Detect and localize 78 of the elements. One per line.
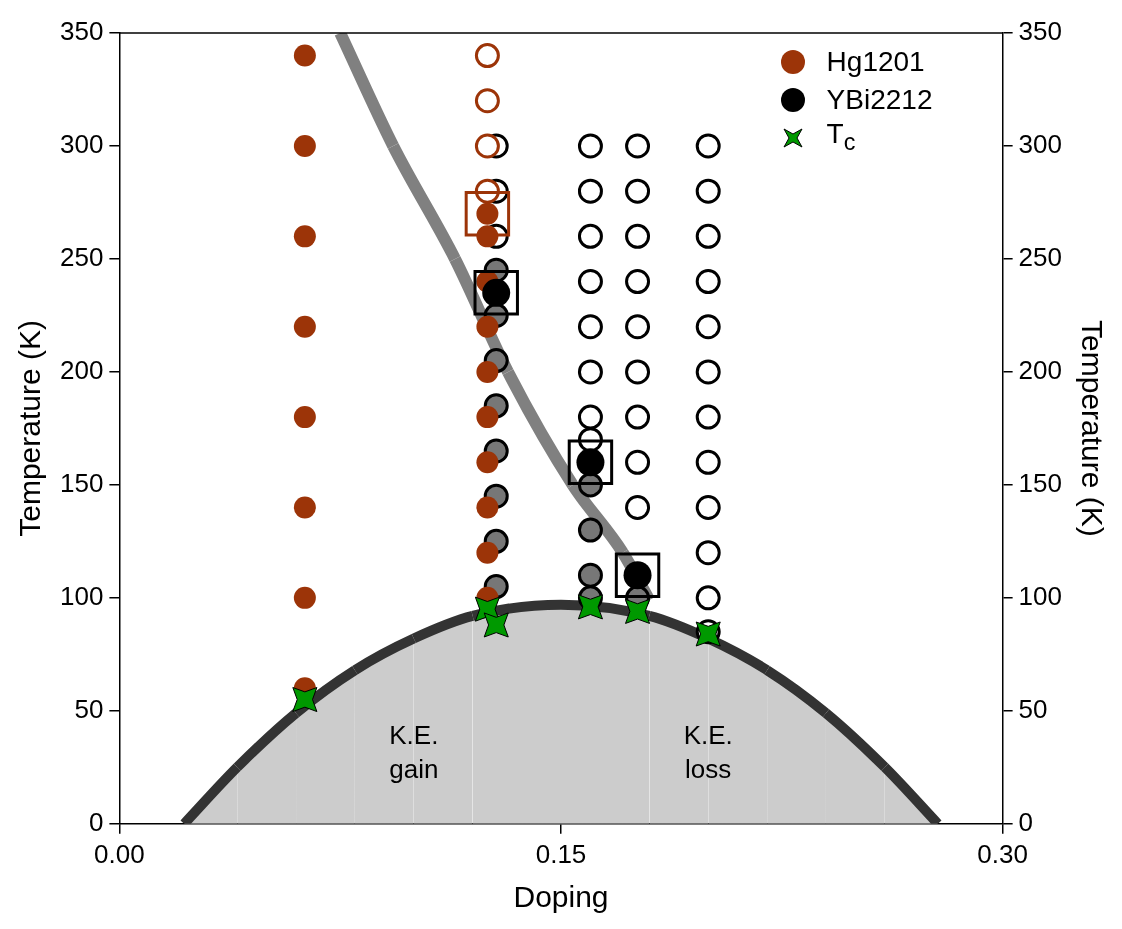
point [695,540,721,566]
point [476,451,499,474]
y2-tick-label: 300 [1018,129,1063,160]
point [695,585,721,611]
point [695,494,721,520]
point [625,598,651,624]
point [577,562,603,588]
point [695,359,721,385]
y2-tick-label: 0 [1018,806,1034,837]
point [577,359,603,385]
point [464,191,511,237]
legend-label: T$_{c}$ [826,117,856,157]
point [695,223,721,249]
point [293,406,316,429]
point [293,225,316,248]
y2-tick-label: 50 [1018,694,1048,724]
point [577,223,603,249]
annotation: K.E. gain [389,719,439,784]
x-tick-label: 0.15 [535,838,587,869]
point [625,494,651,520]
point [476,360,499,383]
y-tick-label: 50 [74,694,104,724]
y2-tick-label: 350 [1018,16,1063,47]
y-tick-label: 150 [59,468,104,499]
y-tick-label: 200 [59,355,104,386]
point [577,404,603,430]
point [614,552,661,598]
x-tick-label: 0.30 [977,838,1028,869]
y-tick-label: 350 [59,16,104,47]
y-tick-label: 300 [59,129,104,160]
point [293,586,316,609]
point [293,44,316,67]
y-axis-title: Temperature (K) [13,320,47,537]
point [293,496,316,519]
y2-axis-title: Temperature (K) [1075,320,1109,537]
x-tick-label: 0.00 [94,838,145,869]
y2-tick-label: 250 [1018,242,1063,273]
point [695,449,721,475]
legend-label: Hg1201 [826,45,925,79]
point [625,133,651,159]
y-tick-label: 0 [88,806,104,837]
point [577,269,603,295]
point [476,496,499,519]
y-tick-label: 250 [59,242,104,273]
point [577,133,603,159]
point [577,178,603,204]
point [577,314,603,340]
point [293,315,316,338]
point [695,404,721,430]
point [577,594,603,620]
point [476,406,499,429]
point [474,88,500,114]
annotation: K.E. loss [683,719,733,784]
point [474,133,500,159]
point [695,269,721,295]
point [476,315,499,338]
x-axis-title: Doping [513,880,609,914]
point [483,612,509,638]
y2-tick-label: 100 [1018,581,1063,612]
y2-tick-label: 200 [1018,355,1063,386]
point [695,314,721,340]
point [625,223,651,249]
point [292,687,318,713]
point [625,359,651,385]
point [293,134,316,157]
y2-tick-label: 150 [1018,468,1063,499]
point [567,439,614,486]
point [695,133,721,159]
point [625,269,651,295]
point [625,404,651,430]
point [625,178,651,204]
y-tick-label: 100 [59,581,104,612]
point [476,541,499,564]
point [625,449,651,475]
point [695,178,721,204]
point [625,314,651,340]
legend-label: YBi2212 [826,83,933,117]
point [474,43,500,69]
